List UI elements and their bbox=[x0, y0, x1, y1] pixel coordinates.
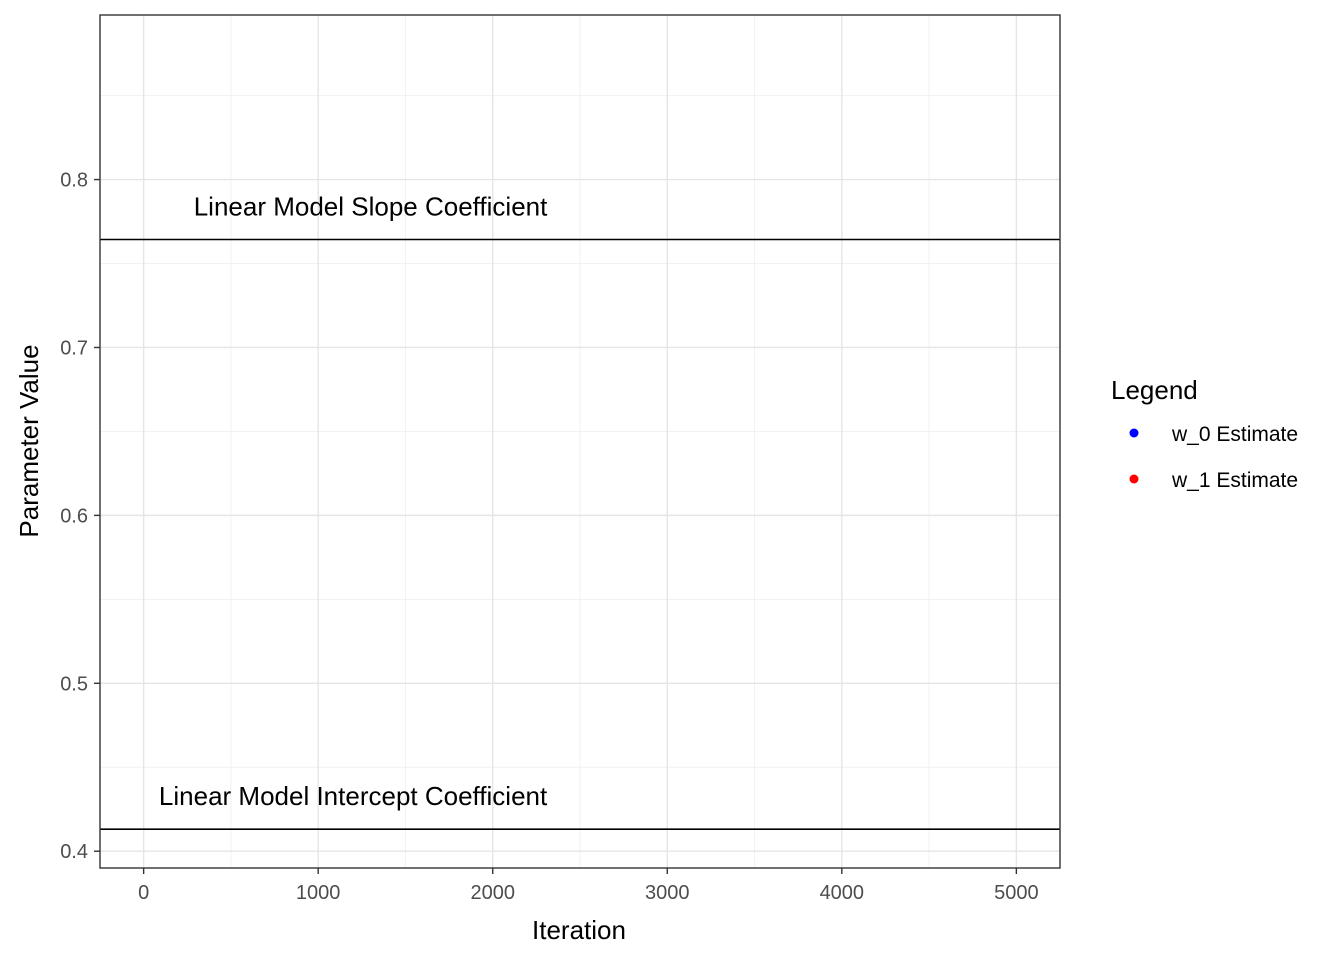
x-tick-label: 2000 bbox=[470, 882, 515, 904]
reference-lines: Linear Model Slope Coefficient Linear Mod… bbox=[100, 192, 1060, 831]
legend-title: Legend bbox=[1111, 375, 1198, 405]
y-axis-ticks: 0.4 0.5 0.6 0.7 0.8 bbox=[60, 170, 100, 863]
legend-key bbox=[1129, 428, 1139, 438]
x-tick-label: 1000 bbox=[296, 882, 341, 904]
y-axis-title: Parameter Value bbox=[14, 344, 44, 537]
legend-label: w_0 Estimate bbox=[1171, 423, 1298, 446]
major-gridlines bbox=[100, 15, 1060, 868]
x-tick-label: 5000 bbox=[994, 882, 1039, 904]
reference-line-label: Linear Model Slope Coefficient bbox=[194, 192, 548, 222]
y-tick-label: 0.4 bbox=[60, 841, 88, 863]
x-axis-title: Iteration bbox=[532, 915, 626, 945]
y-tick-label: 0.5 bbox=[60, 673, 88, 695]
legend: Legend w_0 Estimate w_1 Estimate bbox=[1111, 375, 1298, 492]
panel-border bbox=[99, 14, 1061, 869]
legend-key bbox=[1129, 474, 1139, 484]
x-tick-label: 4000 bbox=[820, 882, 865, 904]
y-tick-label: 0.7 bbox=[60, 337, 88, 359]
y-tick-label: 0.6 bbox=[60, 505, 88, 527]
legend-items: w_0 Estimate w_1 Estimate bbox=[1129, 423, 1298, 492]
x-axis-ticks: 0 1000 2000 3000 4000 5000 bbox=[138, 868, 1039, 904]
x-tick-label: 3000 bbox=[645, 882, 690, 904]
minor-gridlines bbox=[100, 15, 1060, 868]
legend-label: w_1 Estimate bbox=[1171, 469, 1298, 492]
x-tick-label: 0 bbox=[138, 882, 149, 904]
y-tick-label: 0.8 bbox=[60, 170, 88, 192]
reference-line-label: Linear Model Intercept Coefficient bbox=[159, 781, 548, 811]
